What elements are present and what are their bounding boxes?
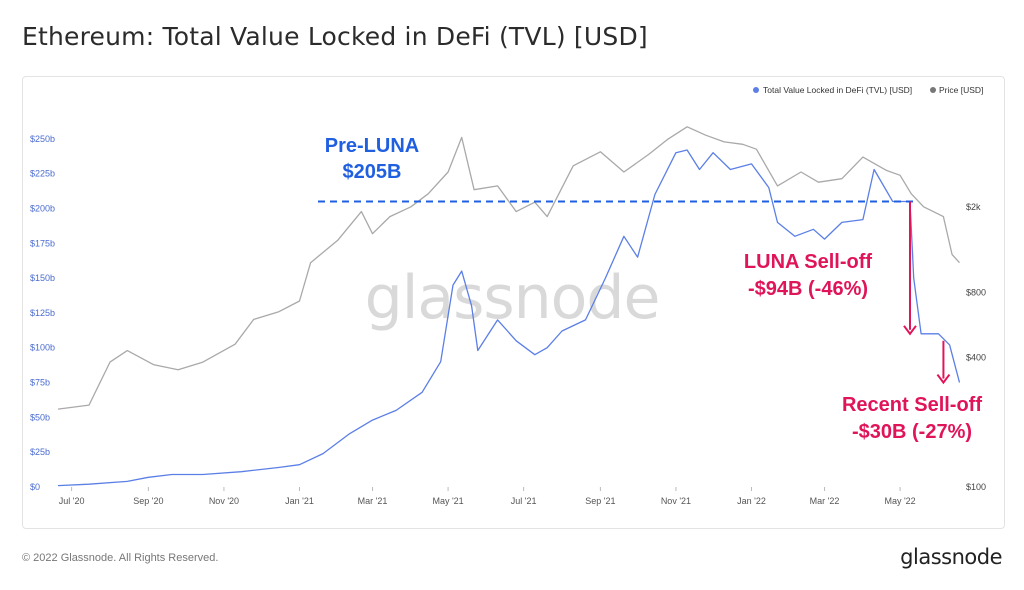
legend-tvl-label[interactable]: Total Value Locked in DeFi (TVL) [USD] [763, 85, 912, 95]
chart-card [22, 76, 1005, 529]
left-tick-label: $250b [30, 134, 55, 144]
tvl-series [57, 149, 961, 487]
annotations: Pre-LUNA $205B LUNA Sell-off -$94B (-46%) Re… [318, 135, 982, 443]
left-tick-label: $75b [30, 378, 50, 388]
footer-copyright: © 2022 Glassnode. All Rights Reserved. [22, 552, 219, 564]
pre-luna-label: Pre-LUNA [325, 135, 419, 157]
right-tick-label: $800 [966, 287, 986, 297]
left-tick-label: $225b [30, 169, 55, 179]
x-tick-label: Jul '21 [511, 496, 537, 506]
page-title: Ethereum: Total Value Locked in DeFi (TV… [22, 22, 648, 51]
x-axis: Jul '20 Sep '20 Nov '20 Jan '21 Mar '21 May '… [59, 487, 916, 506]
x-tick-label: Sep '20 [133, 496, 163, 506]
brand-logo: glassnode [900, 545, 1002, 569]
left-tick-label: $200b [30, 203, 55, 213]
x-tick-label: Nov '20 [209, 496, 239, 506]
left-tick-label: $50b [30, 412, 50, 422]
left-tick-label: $100b [30, 343, 55, 353]
x-tick-label: May '21 [432, 496, 463, 506]
legend-price-label[interactable]: Price [USD] [939, 85, 983, 95]
x-tick-label: Sep '21 [585, 496, 615, 506]
tvl-line [57, 149, 961, 487]
right-axis: $100 $400 $800 $2k [966, 202, 986, 492]
left-tick-label: $150b [30, 273, 55, 283]
luna-selloff-value: -$94B (-46%) [748, 278, 868, 300]
recent-selloff-value: -$30B (-27%) [852, 421, 972, 443]
legend-tvl-marker [753, 87, 759, 93]
luna-selloff-label: LUNA Sell-off [744, 251, 872, 273]
x-tick-label: Jan '21 [285, 496, 314, 506]
left-axis: $0 $25b $50b $75b $100b $125b $150b $175b $200b $… [30, 134, 55, 492]
x-tick-label: Nov '21 [661, 496, 691, 506]
left-tick-label: $25b [30, 447, 50, 457]
selloff-arrow-head [903, 325, 917, 336]
selloff-arrow-head [936, 373, 951, 385]
x-tick-label: Mar '22 [810, 496, 840, 506]
watermark-text: glassnode [365, 263, 660, 333]
pre-luna-value: $205B [343, 161, 402, 183]
x-tick-label: Mar '21 [358, 496, 388, 506]
x-tick-label: Jan '22 [737, 496, 766, 506]
right-tick-label: $100 [966, 482, 986, 492]
left-tick-label: $125b [30, 308, 55, 318]
legend-price-marker [930, 87, 936, 93]
right-tick-label: $400 [966, 352, 986, 362]
right-tick-label: $2k [966, 202, 981, 212]
left-tick-label: $175b [30, 238, 55, 248]
x-tick-label: Jul '20 [59, 496, 85, 506]
left-tick-label: $0 [30, 482, 40, 492]
x-tick-label: May '22 [884, 496, 915, 506]
recent-selloff-label: Recent Sell-off [842, 394, 982, 416]
chart-legend[interactable]: Total Value Locked in DeFi (TVL) [USD] Pr… [753, 85, 983, 95]
